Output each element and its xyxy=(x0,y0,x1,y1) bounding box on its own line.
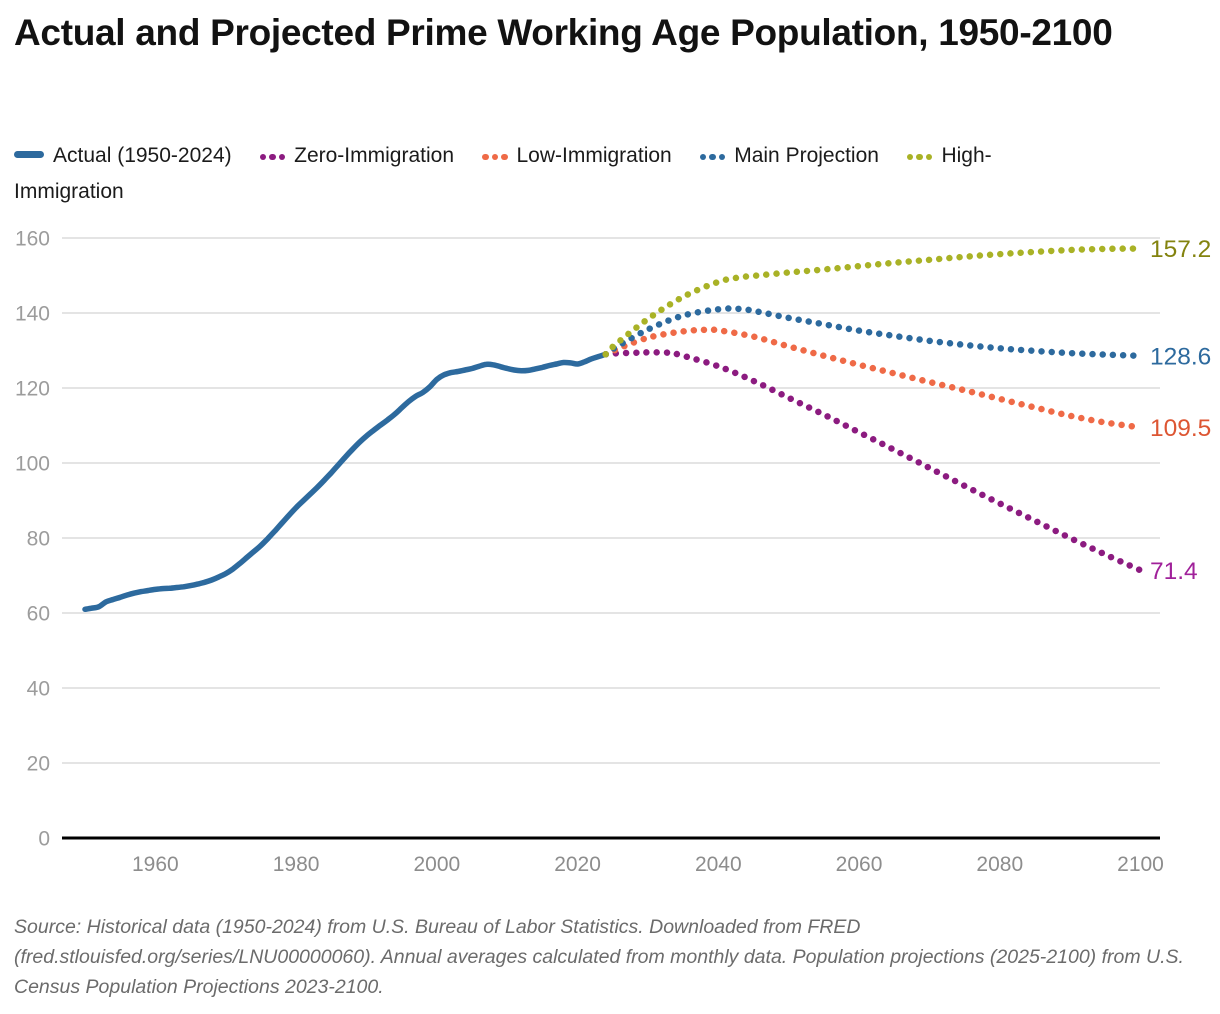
page-title: Actual and Projected Prime Working Age P… xyxy=(14,12,1113,53)
y-tick-label: 0 xyxy=(38,828,50,851)
end-value-label-low-immigration: 109.5 xyxy=(1150,415,1211,442)
y-tick-label: 20 xyxy=(27,753,50,776)
series-actual-1950-2024-line xyxy=(82,351,609,613)
legend-item-zero-immigration: Zero-Immigration xyxy=(259,144,454,167)
x-tick-label: 2060 xyxy=(836,853,883,876)
x-tick-label: 2040 xyxy=(695,853,742,876)
x-tick-label: 2000 xyxy=(413,853,460,876)
x-tick-label: 1980 xyxy=(273,853,320,876)
dotted-line-swatch-icon xyxy=(482,136,508,172)
end-value-label-high-immigration: 157.2 xyxy=(1150,236,1211,263)
x-tick-label: 2080 xyxy=(976,853,1023,876)
dotted-line-swatch-icon xyxy=(259,136,286,172)
series-main-projection-dots xyxy=(602,305,1144,360)
y-tick-label: 60 xyxy=(27,603,50,626)
source-note: Source: Historical data (1950-2024) from… xyxy=(14,916,1184,998)
y-tick-label: 140 xyxy=(15,303,50,326)
legend-label: High-Immigration xyxy=(14,144,992,203)
series-low-immigration-dots xyxy=(602,326,1144,431)
y-tick-label: 80 xyxy=(27,528,50,551)
y-tick-label: 100 xyxy=(15,453,50,476)
x-tick-label: 2100 xyxy=(1117,853,1164,876)
legend-item-low-immigration: Low-Immigration xyxy=(482,144,672,167)
y-tick-label: 120 xyxy=(15,378,50,401)
legend-item-actual-1950-2024: Actual (1950-2024) xyxy=(14,144,232,167)
solid-line-swatch-icon xyxy=(14,151,44,158)
legend-label: Main Projection xyxy=(734,144,879,167)
legend-item-main-projection: Main Projection xyxy=(699,144,879,167)
x-tick-label: 2020 xyxy=(554,853,601,876)
end-value-label-main-projection: 128.6 xyxy=(1150,343,1211,370)
legend: Actual (1950-2024) Zero-Immigration Low-Im… xyxy=(14,136,1074,210)
dotted-line-swatch-icon xyxy=(906,136,933,172)
series-high-immigration-dots xyxy=(602,245,1144,358)
series-zero-immigration-dots xyxy=(602,349,1144,574)
legend-label: Low-Immigration xyxy=(516,144,672,167)
y-tick-label: 160 xyxy=(15,228,50,251)
x-tick-label: 1960 xyxy=(132,853,179,876)
legend-item-high-immigration: High-Immigration xyxy=(14,144,992,203)
legend-label: Actual (1950-2024) xyxy=(53,144,232,167)
legend-label: Zero-Immigration xyxy=(294,144,454,167)
dotted-line-swatch-icon xyxy=(699,136,726,172)
end-value-label-zero-immigration: 71.4 xyxy=(1150,558,1198,585)
y-tick-label: 40 xyxy=(27,678,50,701)
